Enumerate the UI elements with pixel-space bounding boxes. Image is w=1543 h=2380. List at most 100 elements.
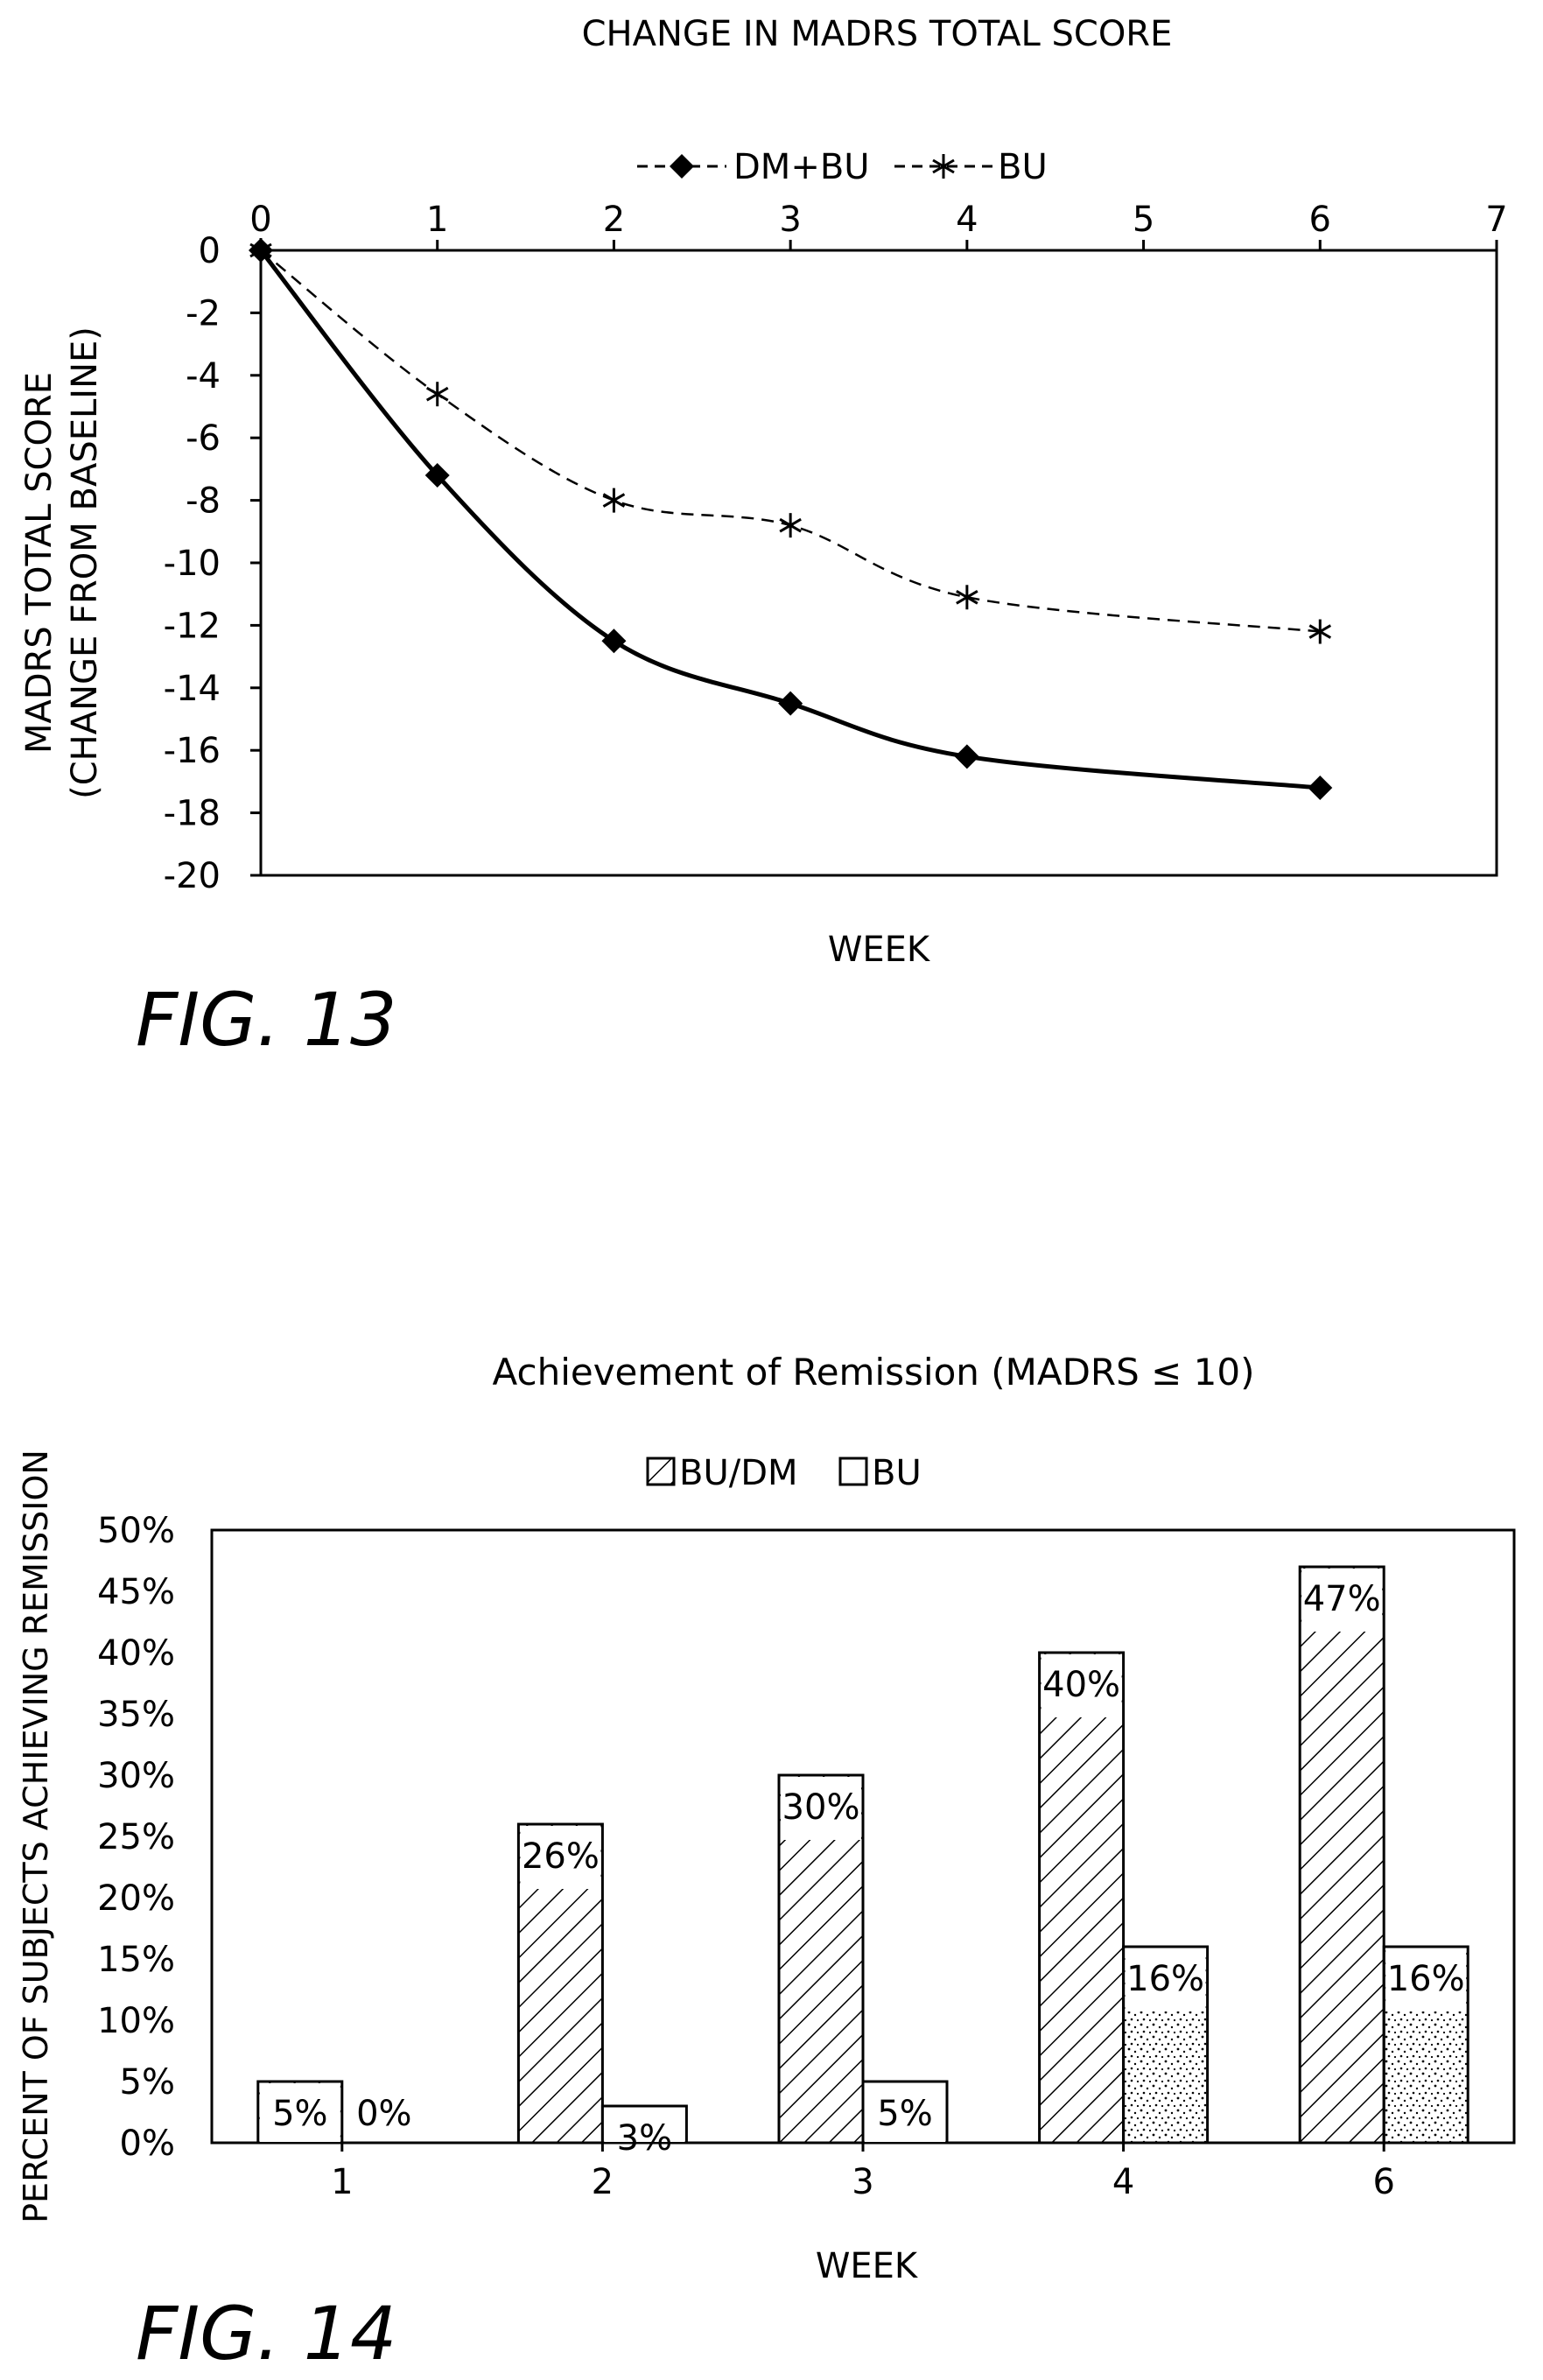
bar-value-label: 16% <box>1126 1959 1204 1999</box>
fig13-ylabel-line2: (CHANGE FROM BASELINE) <box>65 326 105 799</box>
figure-13: CHANGE IN MADRS TOTAL SCORE DM+BU BU 0 1 2… <box>19 14 1508 1063</box>
y-tick-label: -12 <box>164 606 221 646</box>
bar-value-label: 5% <box>877 2094 932 2134</box>
asterisk-stroke <box>1308 624 1332 639</box>
fig14-ylabel: PERCENT OF SUBJECTS ACHIEVING REMISSION <box>17 1450 55 2223</box>
asterisk-marker <box>1308 619 1332 644</box>
bar-value-label: 40% <box>1042 1665 1120 1705</box>
x-tick-label: 1 <box>331 2162 353 2202</box>
fig14-bars: 5% 0% 26% 3% 30% 5% 40% 16% 47% 16% <box>256 1565 1469 2159</box>
asterisk-marker <box>602 488 626 513</box>
y-tick-label: 20% <box>97 1878 175 1919</box>
fig13-series <box>249 238 1333 801</box>
series-line <box>260 249 1321 633</box>
bar-label-backing <box>1301 1569 1383 1632</box>
asterisk-stroke <box>956 589 978 605</box>
fig13-label: FIG. 13 <box>136 977 396 1063</box>
legend-bu-asterisk-icon <box>932 154 955 179</box>
asterisk-marker <box>425 382 449 407</box>
bar-value-label: 47% <box>1303 1579 1381 1619</box>
y-tick-label: 25% <box>97 1817 175 1857</box>
fig14-legend: BU/DM BU <box>646 1453 922 1493</box>
bar-value-label: 0% <box>356 2094 411 2134</box>
x-tick-label: 5 <box>1133 200 1154 240</box>
fig14-title: Achievement of Remission (MADRS ≤ 10) <box>492 1351 1254 1394</box>
legend-budm-label: BU/DM <box>679 1453 798 1493</box>
x-tick-label: 3 <box>779 200 801 240</box>
diamond-marker <box>424 463 450 488</box>
bar-label-backing <box>604 2108 685 2142</box>
y-tick-label: -8 <box>186 481 221 522</box>
asterisk-stroke <box>425 386 449 402</box>
fig14-x-axis: 1 2 3 4 6 <box>331 2143 1395 2202</box>
bar-value-label: 5% <box>272 2094 327 2134</box>
y-tick-label: -16 <box>164 731 221 771</box>
asterisk-marker <box>779 513 802 538</box>
bar-label-backing <box>1041 1654 1122 1717</box>
x-tick-label: 6 <box>1309 200 1331 240</box>
bar-label-backing <box>865 2083 945 2142</box>
y-tick-label: 0 <box>199 231 221 271</box>
y-tick-label: 50% <box>97 1511 175 1551</box>
y-tick-label: 5% <box>120 2062 175 2103</box>
y-tick-label: -6 <box>186 418 221 459</box>
x-tick-label: 2 <box>603 200 625 240</box>
legend-bu-swatch <box>838 1457 868 1486</box>
asterisk-stroke <box>602 493 626 508</box>
y-tick-label: -18 <box>164 794 221 834</box>
fig13-plot-area <box>259 249 1498 877</box>
asterisk-stroke <box>779 517 802 533</box>
diamond-marker <box>778 691 803 716</box>
y-tick-label: -20 <box>164 856 221 896</box>
diamond-marker <box>1308 776 1333 801</box>
fig14-label: FIG. 14 <box>136 2291 396 2376</box>
x-tick-label: 7 <box>1485 200 1507 240</box>
asterisk-stroke <box>249 242 272 258</box>
fig14-xlabel: WEEK <box>816 2246 919 2286</box>
y-tick-label: 45% <box>97 1572 175 1612</box>
fig14-y-axis: 0% 5% 10% 15% 20% 25% 30% 35% 40% 45% 50% <box>97 1511 175 2164</box>
bar-value-label: 26% <box>522 1836 600 1877</box>
y-tick-label: 35% <box>97 1695 175 1735</box>
x-tick-label: 0 <box>249 200 271 240</box>
x-tick-label: 4 <box>956 200 978 240</box>
x-tick-label: 3 <box>852 2162 873 2202</box>
series-line <box>259 249 1321 790</box>
bar-label-backing <box>520 1826 601 1889</box>
legend-dmbu-diamond-icon <box>670 154 694 179</box>
x-tick-label: 4 <box>1112 2162 1134 2202</box>
bar-label-backing <box>259 2083 340 2142</box>
figure-14: Achievement of Remission (MADRS ≤ 10) BU… <box>17 1351 1516 2376</box>
fig13-y-axis: 0 -2 -4 -6 -8 -10 -12 -14 -16 -18 -20 <box>164 231 261 896</box>
bar-value-label: 30% <box>782 1787 860 1828</box>
fig13-xlabel: WEEK <box>828 930 931 970</box>
x-tick-label: 6 <box>1372 2162 1394 2202</box>
fig13-x-axis: 0 1 2 3 4 5 6 7 <box>249 200 1508 250</box>
x-tick-label: 2 <box>592 2162 614 2202</box>
legend-bu-label: BU <box>998 147 1048 187</box>
bar-label-backing <box>1125 1948 1206 2011</box>
legend-dmbu-label: DM+BU <box>733 147 870 187</box>
asterisk-marker <box>956 585 978 610</box>
fig13-legend: DM+BU BU <box>637 147 1048 187</box>
bar-label-backing <box>781 1777 861 1840</box>
diamond-marker <box>954 744 979 769</box>
y-tick-label: 0% <box>120 2124 175 2164</box>
bar-label-backing <box>1385 1948 1467 2011</box>
legend-bu-label-14: BU <box>872 1453 922 1493</box>
bar-value-label: 16% <box>1387 1959 1465 1999</box>
x-tick-label: 1 <box>426 200 448 240</box>
y-tick-label: 10% <box>97 2001 175 2041</box>
fig13-title: CHANGE IN MADRS TOTAL SCORE <box>582 14 1173 54</box>
bar-budm <box>1298 1565 1385 2145</box>
bar-value-label: 3% <box>617 2118 672 2159</box>
fig13-ylabel-line1: MADRS TOTAL SCORE <box>19 372 60 754</box>
y-tick-label: -10 <box>164 544 221 584</box>
bar-budm <box>1038 1651 1126 2145</box>
asterisk-marker <box>249 238 272 263</box>
y-tick-label: -2 <box>186 293 221 333</box>
y-tick-label: -4 <box>186 356 221 397</box>
y-tick-label: 40% <box>97 1633 175 1674</box>
legend-budm-swatch <box>646 1457 676 1486</box>
